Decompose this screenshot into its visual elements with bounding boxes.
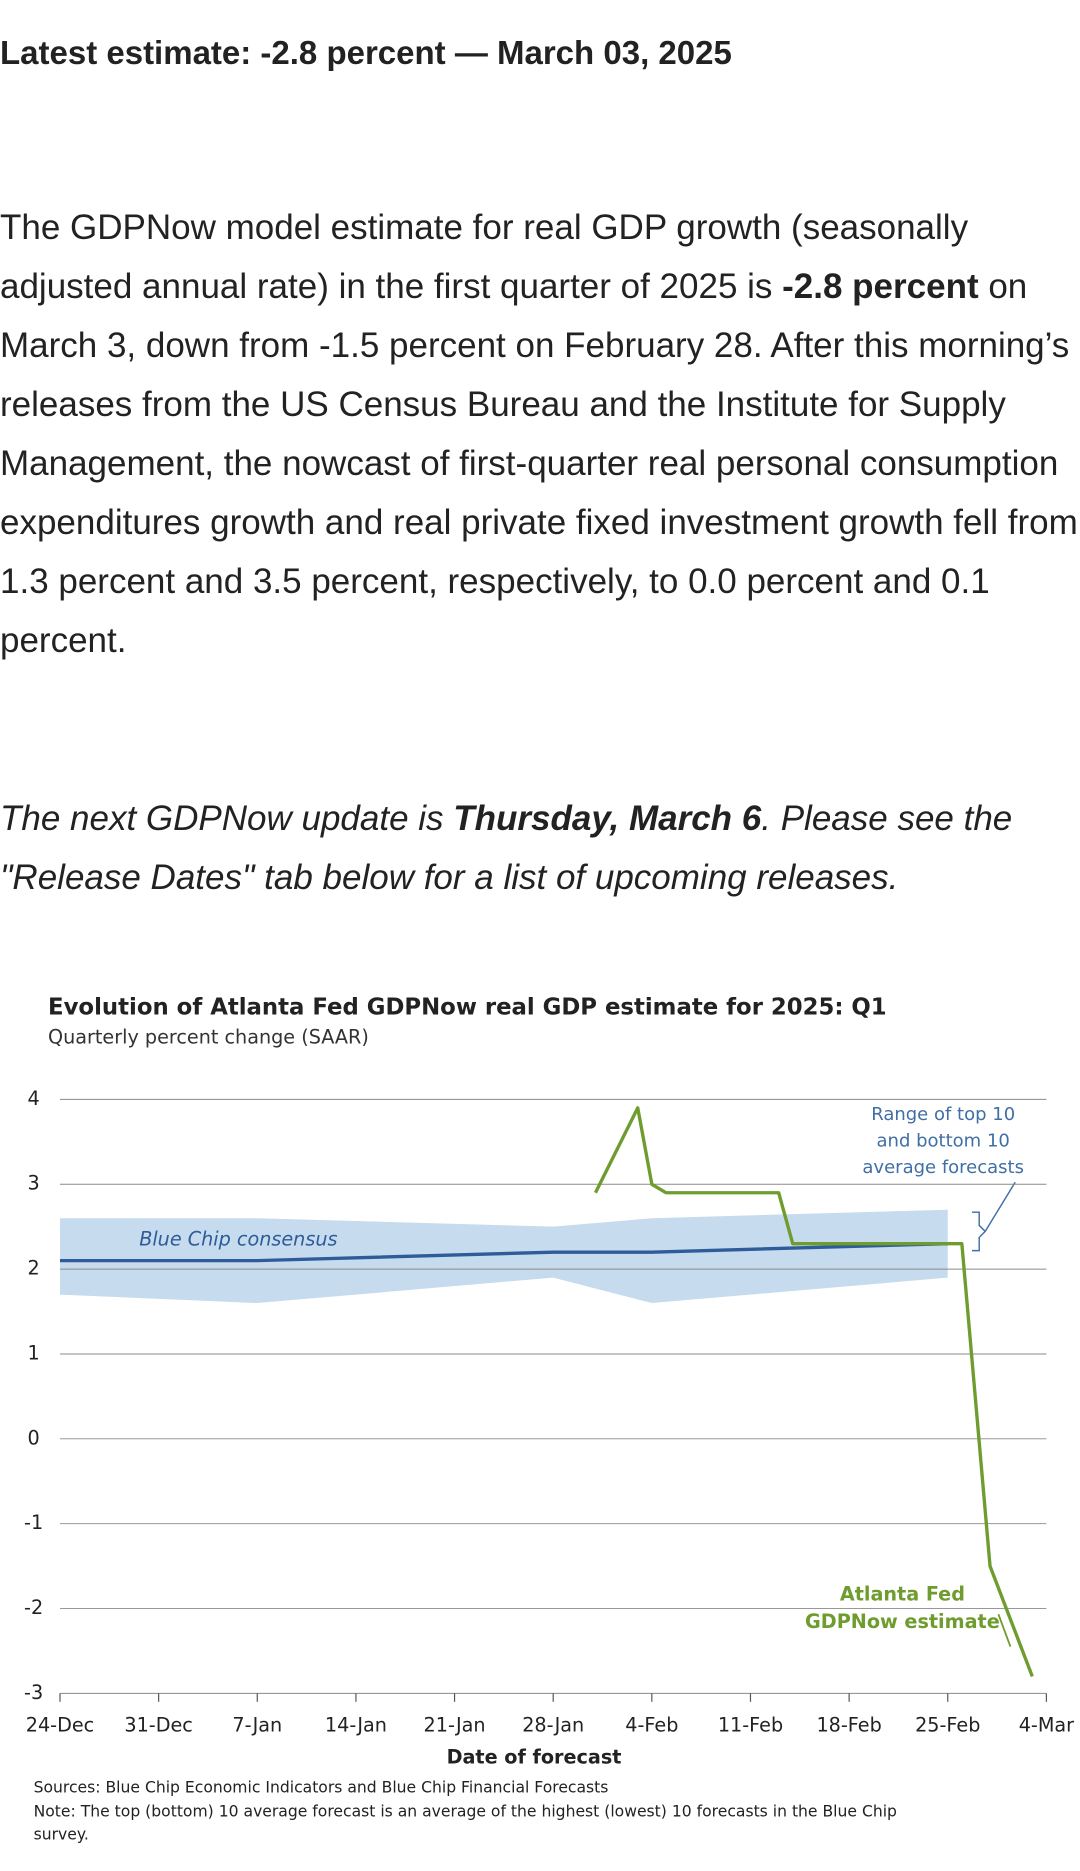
series-line [593,1106,1034,1678]
bold-text: -2.8 percent [782,267,979,306]
y-tick-label: -2 [24,1596,43,1619]
annotation: Atlanta Fed [840,1583,965,1606]
sources: Sources: Blue Chip Economic Indicators a… [34,1779,609,1797]
x-tick-label: 14-Jan [325,1713,387,1736]
next-update: The next GDPNow update is Thursday, Marc… [0,789,1080,907]
chart: Evolution of Atlanta Fed GDPNow real GDP… [24,995,1074,1844]
y-tick-label: -3 [24,1681,43,1704]
x-tick-label: 18-Feb [816,1713,881,1736]
annotation: GDPNow estimate [805,1610,1000,1633]
x-tick-label: 4-Mar [1019,1713,1074,1736]
y-tick-label: -1 [24,1511,43,1534]
annotation: average forecasts [862,1157,1024,1178]
chart-title: Evolution of Atlanta Fed GDPNow real GDP… [48,995,887,1021]
y-tick-label: 3 [27,1172,39,1195]
series-line [60,1241,948,1263]
range-leader [984,1181,1016,1232]
range-bracket [972,1211,987,1252]
chart-subtitle: Quarterly percent change (SAAR) [48,1026,369,1049]
bold-text: Thursday, March 6 [453,799,762,838]
text: The next GDPNow update is [0,799,454,838]
gdpnow-leader [997,1613,1012,1647]
y-tick-label: 4 [27,1087,39,1110]
annotation: Range of top 10 [871,1104,1015,1125]
annotation: and bottom 10 [877,1130,1010,1151]
note: Note: The top (bottom) 10 average foreca… [34,1803,897,1821]
x-tick-label: 31-Dec [124,1713,192,1736]
text: The GDPNow model estimate for real GDP g… [0,208,969,306]
text: on March 3, down from -1.5 percent on Fe… [0,267,1078,660]
x-tick-label: 28-Jan [522,1713,584,1736]
x-tick-label: 4-Feb [625,1713,678,1736]
x-tick-label: 24-Dec [26,1713,94,1736]
x-tick-label: 7-Jan [232,1713,282,1736]
y-tick-label: 1 [27,1341,39,1364]
paragraph: The GDPNow model estimate for real GDP g… [0,198,1080,670]
x-tick-label: 21-Jan [424,1713,486,1736]
range-band [60,1209,948,1304]
x-tick-label: 11-Feb [718,1713,783,1736]
x-tick-label: 25-Feb [915,1713,980,1736]
y-tick-label: 2 [27,1257,39,1280]
text: . Please see the "Release Dates" tab bel… [0,799,1013,897]
heading: Latest estimate: -2.8 percent — March 03… [0,34,732,71]
x-axis-label: Date of forecast [447,1746,622,1769]
series-label: Blue Chip consensus [139,1227,337,1250]
y-tick-label: 0 [27,1426,39,1449]
note: survey. [34,1826,89,1844]
